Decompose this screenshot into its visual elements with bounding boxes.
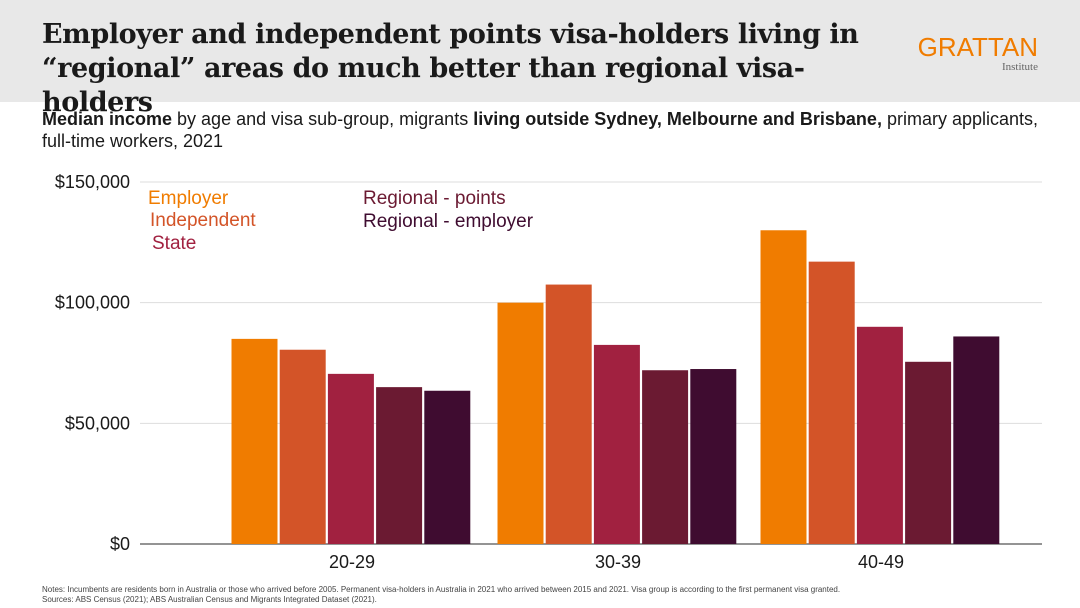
bar [642, 370, 689, 544]
legend-label: Employer [148, 188, 229, 209]
bar [905, 361, 952, 544]
subtitle-text-1: by age and visa sub-group, migrants [172, 109, 474, 129]
title-line-1: Employer and independent points visa-hol… [42, 19, 859, 50]
bar [376, 387, 423, 544]
y-tick-label: $0 [110, 534, 130, 554]
subtitle-bold-2: living outside Sydney, Melbourne and Bri… [473, 109, 882, 129]
legend-label: Regional - points [363, 188, 506, 209]
notes-line: Notes: Incumbents are residents born in … [42, 585, 841, 594]
bar [690, 369, 737, 544]
x-tick-label: 40-49 [858, 552, 904, 572]
sources-line: Sources: ABS Census (2021); ABS Australi… [42, 594, 377, 604]
bar [327, 373, 374, 544]
bar [760, 230, 807, 544]
bar [231, 338, 278, 544]
bar [593, 344, 640, 544]
bar [545, 284, 592, 544]
bar [808, 261, 855, 544]
legend-label: State [152, 233, 196, 254]
subtitle-text-2: primary applicants, full-time workers, 2… [42, 109, 1039, 151]
chart-subtitle: Median income by age and visa sub-group,… [42, 108, 1042, 152]
title-line-2: “regional” areas do much better than reg… [42, 53, 805, 118]
legend-label: Regional - employer [363, 211, 534, 232]
bars [231, 230, 1000, 544]
bar [424, 390, 471, 544]
grattan-logo: GRATTAN Institute [918, 34, 1038, 73]
bar-chart: $0 $50,000 $100,000 $150,000 20-29 30-39 40-49… [55, 172, 1042, 572]
footnotes: Notes: Incumbents are residents born in … [42, 585, 1052, 604]
bar [497, 302, 544, 544]
bar [856, 326, 903, 544]
logo-subtext: Institute [1001, 61, 1038, 73]
logo-wordmark: GRATTAN [917, 32, 1038, 62]
x-tick-label: 30-39 [595, 552, 641, 572]
legend-label: Independent [150, 210, 256, 231]
bar [953, 336, 1000, 544]
subtitle-bold-1: Median income [42, 109, 173, 129]
chart-title: Employer and independent points visa-hol… [42, 18, 902, 120]
y-tick-label: $100,000 [55, 293, 130, 313]
x-tick-label: 20-29 [329, 552, 375, 572]
y-tick-label: $150,000 [55, 172, 130, 192]
header-band: Employer and independent points visa-hol… [0, 0, 1080, 118]
bar [279, 349, 326, 544]
y-tick-label: $50,000 [65, 413, 130, 433]
axis-ticks: $0 $50,000 $100,000 $150,000 20-29 30-39 40-49 [55, 172, 904, 572]
